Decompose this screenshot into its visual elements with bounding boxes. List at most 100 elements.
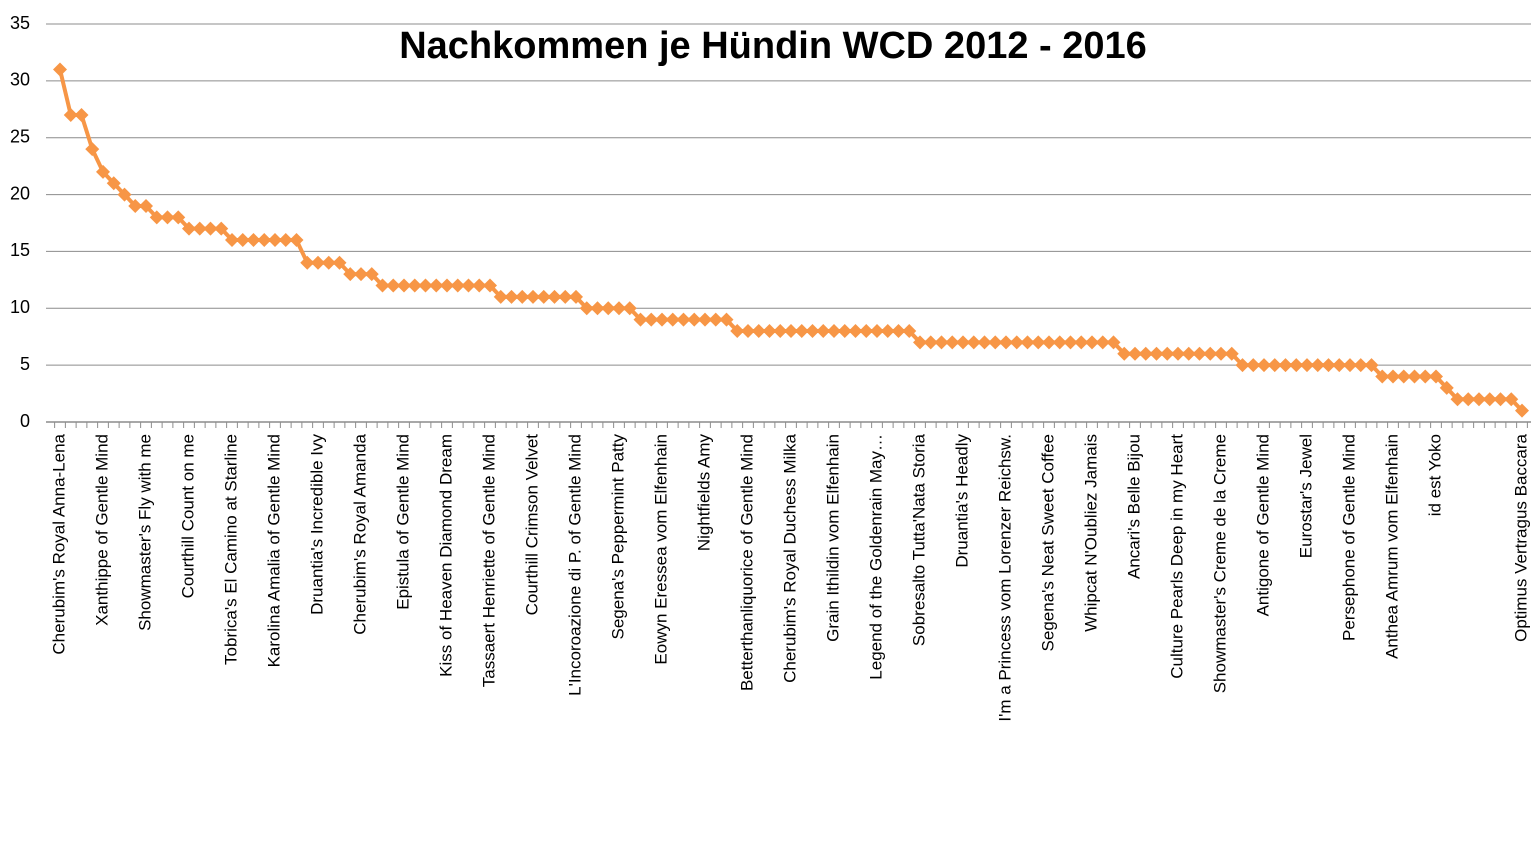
data-point bbox=[923, 335, 938, 350]
data-point bbox=[364, 267, 379, 282]
data-point bbox=[332, 255, 347, 270]
x-tick-label: Tassaert Henriette of Gentle Mind bbox=[479, 434, 498, 687]
data-point bbox=[1246, 358, 1261, 373]
data-point bbox=[1138, 346, 1153, 361]
data-point bbox=[149, 210, 164, 225]
x-tick-label: Courthill Crimson Velvet bbox=[522, 434, 541, 616]
x-tick-label: Xanthippe of Gentle Mind bbox=[92, 434, 111, 626]
y-tick-label: 5 bbox=[20, 354, 30, 374]
y-tick-label: 30 bbox=[10, 70, 30, 90]
data-point bbox=[1407, 369, 1422, 384]
data-point bbox=[117, 187, 132, 202]
x-tick-label: Cherubim's Royal Anna-Lena bbox=[49, 433, 68, 654]
data-point bbox=[579, 301, 594, 316]
data-point bbox=[687, 312, 702, 327]
x-tick-label: Segena's Peppermint Patty bbox=[608, 434, 627, 640]
data-point bbox=[214, 221, 229, 236]
data-point bbox=[1020, 335, 1035, 350]
data-point bbox=[139, 198, 153, 213]
x-tick-label: Showmaster's Fly with me bbox=[135, 434, 154, 631]
data-point bbox=[719, 312, 734, 327]
data-point bbox=[321, 255, 336, 270]
data-point bbox=[590, 301, 605, 316]
data-point bbox=[956, 335, 970, 350]
data-point bbox=[53, 62, 67, 77]
data-point bbox=[397, 278, 411, 293]
data-point bbox=[289, 233, 304, 248]
data-point bbox=[343, 267, 358, 282]
data-point bbox=[1310, 358, 1325, 373]
x-tick-label: I'm a Princess vom Lorenzer Reichsw. bbox=[995, 434, 1014, 722]
data-point bbox=[622, 301, 637, 316]
data-point bbox=[1482, 392, 1497, 407]
data-point bbox=[848, 324, 863, 339]
data-point bbox=[794, 324, 809, 339]
data-point bbox=[1396, 369, 1411, 384]
data-point bbox=[504, 289, 519, 304]
data-point bbox=[106, 176, 121, 191]
x-tick-label: Cherubim's Royal Amanda bbox=[350, 433, 369, 634]
data-point bbox=[913, 335, 927, 350]
x-tick-label: Betterthanliquorice of Gentle Mind bbox=[737, 434, 756, 691]
data-point bbox=[999, 335, 1013, 350]
data-point bbox=[805, 324, 820, 339]
data-point bbox=[85, 142, 100, 157]
data-point bbox=[1009, 335, 1024, 350]
data-point bbox=[827, 324, 841, 339]
data-point bbox=[569, 289, 583, 304]
data-point bbox=[278, 233, 293, 248]
data-point bbox=[1085, 335, 1099, 350]
data-point bbox=[708, 312, 723, 327]
data-point bbox=[698, 312, 712, 327]
data-point bbox=[762, 324, 777, 339]
data-point bbox=[1074, 335, 1089, 350]
y-tick-label: 25 bbox=[10, 126, 30, 146]
y-tick-label: 0 bbox=[20, 411, 30, 431]
data-point bbox=[601, 301, 616, 316]
x-tick-label: Showmaster's Creme de la Creme bbox=[1210, 434, 1229, 693]
data-point bbox=[483, 278, 497, 293]
x-tick-label: Eowyn Eressea vom Elfenhain bbox=[651, 434, 670, 665]
chart-title: Nachkommen je Hündin WCD 2012 - 2016 bbox=[399, 25, 1147, 67]
data-point bbox=[547, 289, 562, 304]
data-point bbox=[1364, 358, 1379, 373]
data-point bbox=[386, 278, 401, 293]
data-point bbox=[1439, 380, 1454, 395]
data-point bbox=[1332, 358, 1347, 373]
data-point bbox=[1353, 358, 1368, 373]
data-point bbox=[676, 312, 691, 327]
data-point bbox=[966, 335, 981, 350]
data-point bbox=[1515, 403, 1529, 418]
data-point bbox=[300, 255, 315, 270]
data-point bbox=[450, 278, 465, 293]
data-point bbox=[1493, 392, 1508, 407]
x-tick-label: Antigone of Gentle Mind bbox=[1253, 434, 1272, 616]
data-point bbox=[816, 324, 831, 339]
x-tick-label: Kiss of Heaven Diamond Dream bbox=[436, 434, 455, 677]
data-point bbox=[1149, 346, 1164, 361]
data-point bbox=[902, 324, 917, 339]
x-tick-label: Druantia's Incredible Ivy bbox=[307, 434, 326, 615]
data-point bbox=[1461, 392, 1476, 407]
data-point bbox=[225, 233, 239, 248]
data-point bbox=[1171, 346, 1185, 361]
data-point bbox=[160, 210, 175, 225]
y-tick-label: 15 bbox=[10, 240, 30, 260]
data-point bbox=[1235, 358, 1250, 373]
data-point bbox=[268, 233, 282, 248]
data-point bbox=[235, 233, 250, 248]
data-point bbox=[128, 198, 143, 213]
data-point bbox=[1117, 346, 1132, 361]
data-point bbox=[1042, 335, 1056, 350]
data-point bbox=[311, 255, 325, 270]
data-point bbox=[1429, 369, 1443, 384]
x-tick-label: id est Yoko bbox=[1425, 434, 1444, 516]
data-point bbox=[633, 312, 648, 327]
x-tick-label: Legend of the Goldenrain May… bbox=[866, 434, 885, 680]
data-point bbox=[1375, 369, 1390, 384]
data-point bbox=[440, 278, 454, 293]
data-point bbox=[1504, 392, 1519, 407]
data-point bbox=[945, 335, 960, 350]
data-point bbox=[354, 267, 368, 282]
